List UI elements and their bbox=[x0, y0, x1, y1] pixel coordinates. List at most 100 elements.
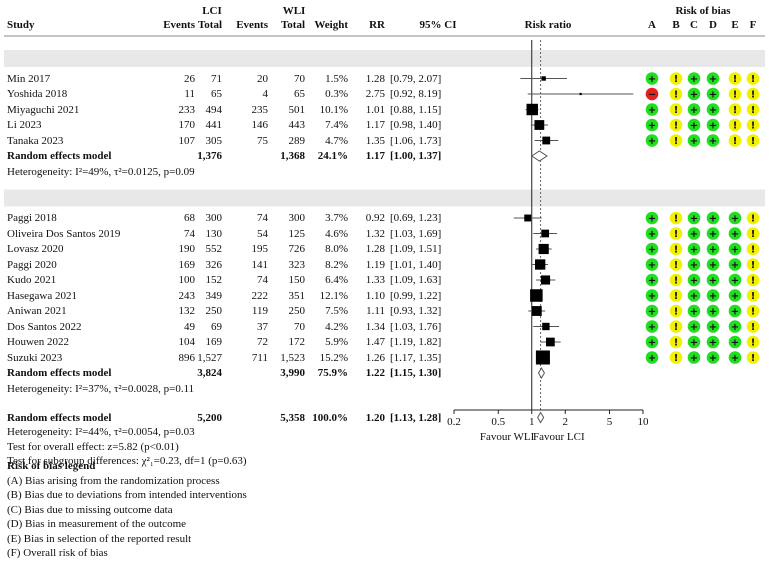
ci-value: [0.92, 8.19] bbox=[390, 88, 442, 100]
weight: 10.1% bbox=[319, 103, 348, 116]
rob-symbol: ! bbox=[733, 121, 738, 132]
rob-dot bbox=[669, 242, 683, 256]
rob-symbol: ! bbox=[751, 105, 756, 116]
study-name: Miyaguchi 2021 bbox=[7, 103, 80, 116]
rob-symbol: ! bbox=[674, 105, 679, 116]
events-lci: 243 bbox=[178, 289, 196, 302]
test-subgroup-diff: Test for subgroup differences: χ²₁=0.23,… bbox=[7, 455, 247, 467]
rob-dot bbox=[728, 227, 742, 240]
rob-dot bbox=[669, 320, 683, 333]
rob-symbol: + bbox=[648, 74, 656, 85]
header-wli: WLI bbox=[282, 5, 306, 17]
rob-dot bbox=[746, 134, 760, 147]
ci-value: [1.09, 1.51] bbox=[390, 243, 442, 255]
study-square bbox=[542, 136, 551, 145]
rob-dot bbox=[706, 87, 720, 101]
pooled-weight: 24.1% bbox=[317, 150, 348, 162]
rob-dot bbox=[728, 273, 742, 287]
study-square bbox=[535, 259, 546, 270]
heterogeneity: Heterogeneity: I²=37%, τ²=0.0028, p=0.11 bbox=[7, 382, 195, 395]
rob-symbol: + bbox=[709, 136, 717, 147]
overall-label: Random effects model bbox=[7, 411, 112, 424]
rob-dot bbox=[746, 304, 760, 318]
pooled-diamond bbox=[537, 411, 545, 424]
study-name: Suzuki 2023 bbox=[7, 351, 63, 364]
pooled-ci: [1.15, 1.30] bbox=[390, 367, 442, 379]
rob-symbol: + bbox=[690, 245, 698, 256]
rob-symbol: ! bbox=[751, 353, 756, 364]
rob-symbol: ! bbox=[674, 291, 679, 302]
header-rob-col-b: B bbox=[672, 19, 680, 31]
study-square bbox=[538, 243, 549, 255]
rob-symbol: ! bbox=[674, 338, 679, 349]
rob-symbol: + bbox=[648, 214, 656, 225]
events-lci: 107 bbox=[178, 134, 196, 147]
rob-symbol: ! bbox=[674, 307, 679, 318]
rob-dot bbox=[728, 351, 742, 364]
events-lci: 896 bbox=[178, 351, 196, 364]
rob-symbol: + bbox=[690, 291, 698, 302]
events-wli: 141 bbox=[251, 258, 269, 271]
legend-item: (E) Bias in selection of the reported re… bbox=[7, 532, 192, 545]
rob-dot bbox=[728, 242, 742, 256]
weight: 12.1% bbox=[319, 289, 348, 302]
legend-item: (D) Bias in measurement of the outcome bbox=[7, 518, 187, 530]
rob-symbol: ! bbox=[733, 105, 738, 116]
events-wli: 195 bbox=[251, 243, 269, 255]
overall-rr: 1.20 bbox=[365, 411, 385, 424]
header-rr: RR bbox=[369, 19, 385, 31]
header-weight: Weight bbox=[314, 19, 348, 31]
rob-symbol: ! bbox=[733, 90, 738, 101]
pooled-total-wli: 1,368 bbox=[280, 150, 305, 162]
subgroup-band bbox=[4, 50, 765, 67]
rob-symbol: + bbox=[690, 353, 698, 364]
rob-symbol: + bbox=[709, 260, 717, 271]
x-tick-label: 5 bbox=[607, 416, 613, 428]
ci-value: [0.99, 1.22] bbox=[390, 289, 442, 302]
events-wli: 235 bbox=[251, 103, 269, 116]
rob-dot bbox=[645, 103, 659, 116]
legend-title: Risk of bias legend bbox=[7, 460, 96, 472]
rob-dot bbox=[645, 351, 659, 364]
rob-dot bbox=[746, 72, 760, 85]
study-name: Houwen 2022 bbox=[7, 336, 70, 348]
favour-right-label: Favour LCI bbox=[533, 431, 585, 443]
rob-dot bbox=[706, 320, 720, 333]
x-tick-label: 0.5 bbox=[491, 416, 505, 428]
total-wli: 70 bbox=[294, 320, 305, 333]
rob-symbol: + bbox=[709, 276, 717, 287]
rob-dot bbox=[746, 351, 760, 364]
total-lci: 69 bbox=[211, 320, 222, 333]
rob-symbol: + bbox=[709, 121, 717, 132]
rob-symbol: + bbox=[731, 260, 739, 271]
rob-symbol: + bbox=[648, 105, 656, 116]
study-name: Hasegawa 2021 bbox=[7, 289, 77, 302]
rr-value: 0.92 bbox=[365, 212, 385, 224]
rob-dot bbox=[645, 289, 659, 302]
rob-symbol: + bbox=[648, 245, 656, 256]
rr-value: 1.10 bbox=[365, 289, 385, 302]
rob-dot bbox=[706, 335, 720, 349]
rr-value: 1.28 bbox=[365, 72, 385, 85]
rob-dot bbox=[746, 335, 760, 349]
study-square bbox=[541, 76, 546, 81]
rob-symbol: + bbox=[709, 74, 717, 85]
study-square bbox=[524, 214, 532, 222]
rob-dot bbox=[669, 335, 683, 349]
rob-symbol: + bbox=[690, 74, 698, 85]
rob-symbol: + bbox=[731, 338, 739, 349]
rob-symbol: + bbox=[690, 307, 698, 318]
pooled-diamond bbox=[530, 150, 548, 162]
rob-symbol: ! bbox=[674, 90, 679, 101]
rob-dot bbox=[687, 304, 701, 318]
total-lci: 349 bbox=[205, 289, 223, 302]
total-lci: 152 bbox=[205, 274, 223, 286]
weight: 15.2% bbox=[319, 351, 348, 364]
events-lci: 68 bbox=[184, 212, 195, 224]
x-tick-label: 2 bbox=[562, 416, 568, 428]
x-tick-label: 10 bbox=[638, 416, 650, 428]
total-lci: 552 bbox=[205, 243, 223, 255]
test-overall-effect: Test for overall effect: z=5.82 (p<0.01) bbox=[7, 440, 179, 453]
rob-dot bbox=[645, 335, 659, 349]
